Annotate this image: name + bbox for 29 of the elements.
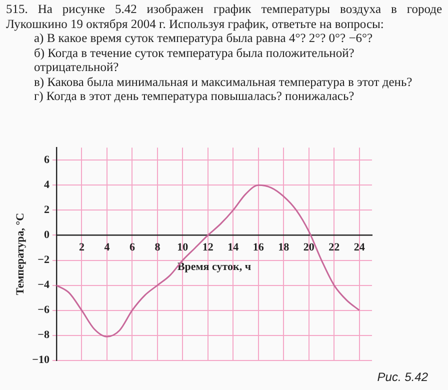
- x-tick-label: 4: [104, 242, 110, 254]
- y-tick-label: −4: [38, 279, 50, 292]
- x-tick-label: 24: [354, 242, 366, 254]
- y-tick-label: 4: [44, 178, 50, 191]
- y-tick-label: 2: [44, 204, 50, 216]
- chart-title: 515. На рисунке 5.42 изображен график температуры воздуха в городе Лукошкино 19 октября 2004 г. Используя график, ответьте на вопросы:: [6, 2, 442, 31]
- x-tick-label: 10: [177, 242, 189, 254]
- y-tick-label: −6: [38, 304, 50, 316]
- x-tick-label: 14: [228, 242, 240, 254]
- x-tick-label: 16: [252, 242, 264, 254]
- text: г) Когда в этот день температура повышалась? понижалась?: [33, 89, 356, 104]
- text: в) Какова была минимальная и максимальная температура в этот день?: [33, 74, 414, 89]
- text: Рис. 5.42: [377, 370, 428, 384]
- text: а) В какое время суток температура была равна 4°? 2°? 0°? −6°?: [33, 31, 374, 46]
- y-tick-label: −2: [38, 254, 50, 266]
- text: б) Когда в течение суток температура была положительной? отрицательной?: [33, 46, 356, 74]
- x-tick-label: 8: [154, 242, 161, 254]
- y-tick-label: −8: [38, 329, 50, 342]
- x-axis-title: Время суток, ч: [177, 260, 252, 273]
- x-tick-label: 12: [202, 242, 214, 254]
- x-tick-label: 18: [278, 242, 290, 254]
- x-tick-label: 20: [303, 242, 315, 254]
- x-tick-label: 22: [328, 242, 340, 254]
- y-tick-label: −10: [32, 354, 50, 366]
- x-tick-label: 2: [78, 242, 85, 254]
- y-tick-label: 6: [44, 154, 50, 166]
- y-axis-title: Температура, °C: [14, 212, 26, 296]
- y-tick-label: 0: [44, 229, 50, 242]
- x-tick-label: 6: [129, 242, 136, 254]
